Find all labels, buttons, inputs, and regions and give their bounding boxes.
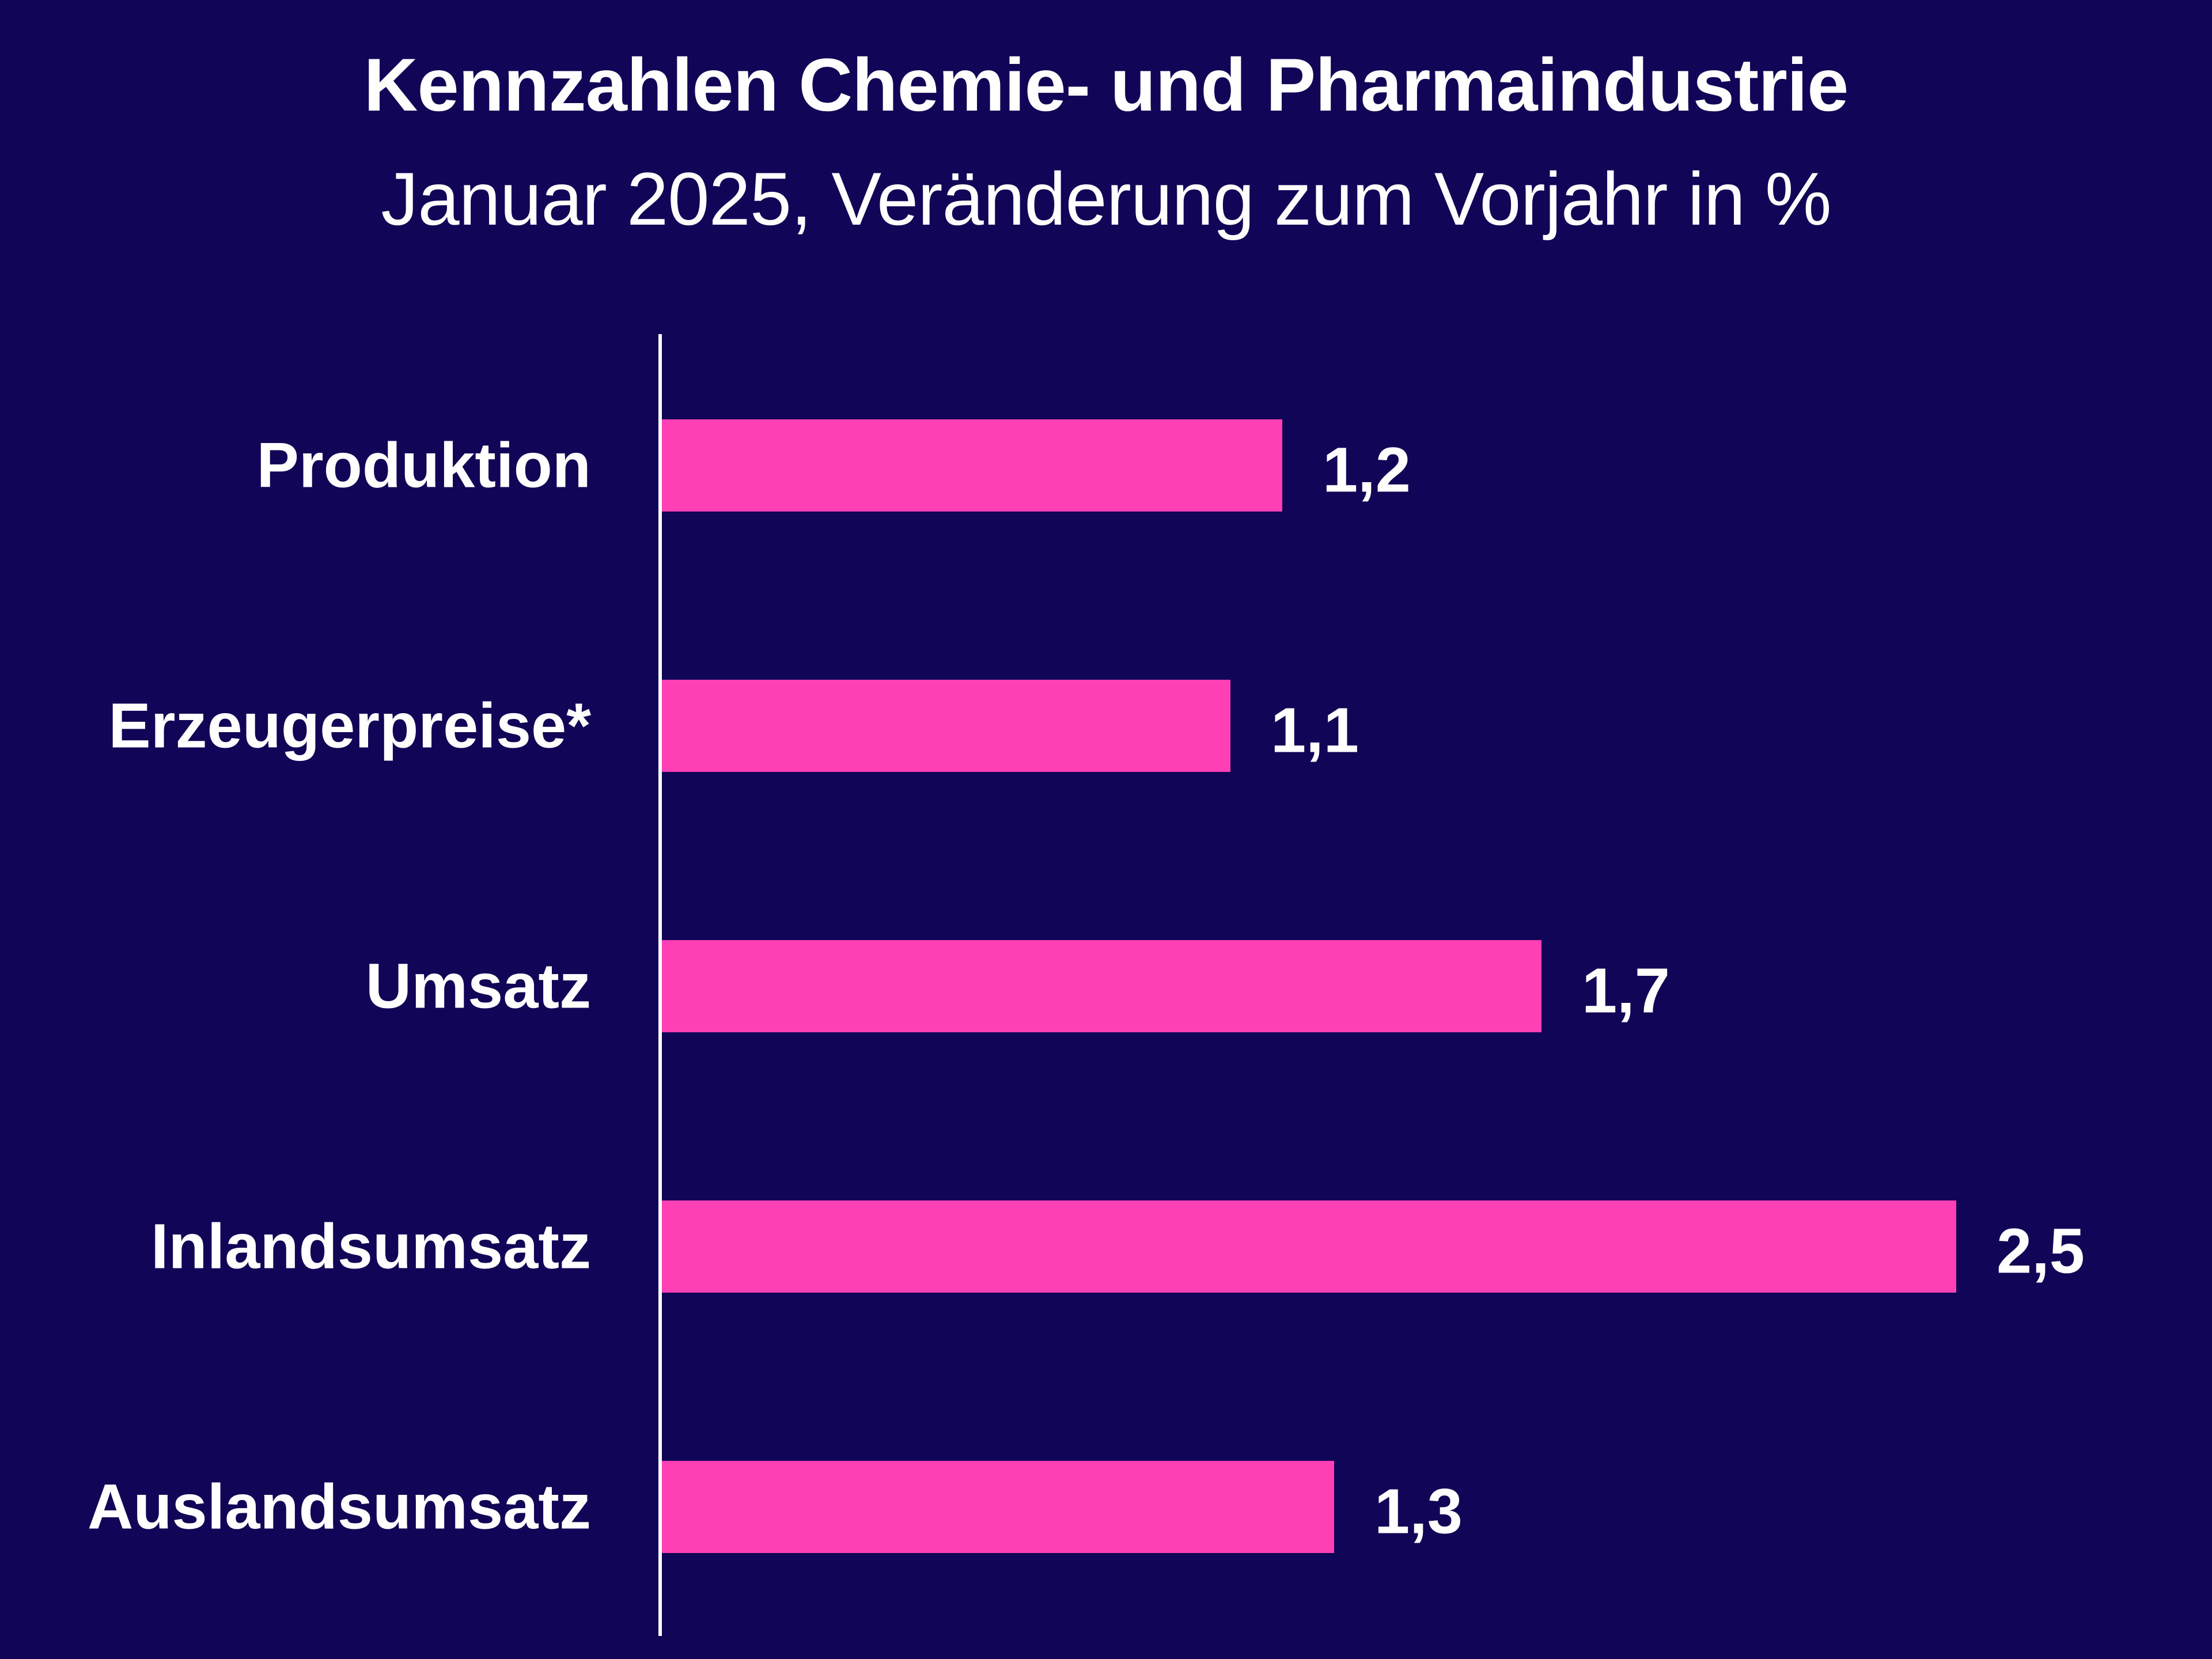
value-label: 1,7 [1582,956,1670,1027]
bar-umsatz [660,940,1541,1032]
bar-inlandsumsatz [660,1200,1956,1293]
value-label: 1,1 [1271,695,1359,766]
category-label: Auslandsumsatz [88,1472,591,1543]
value-labels-group: 1,2 1,1 1,7 2,5 1,3 [1271,435,2085,1547]
value-label: 1,3 [1374,1476,1463,1547]
bar-produktion [660,419,1282,512]
value-label: 1,2 [1323,435,1411,506]
category-labels-group: Produktion Erzeugerpreise* Umsatz Inlandsum… [88,430,591,1543]
value-label: 2,5 [1997,1216,2085,1287]
bar-auslandsumsatz [660,1461,1334,1553]
category-label: Inlandsumsatz [151,1211,591,1282]
chart-title: Kennzahlen Chemie- und Pharmaindustrie [363,43,1849,127]
category-label: Produktion [256,430,591,501]
bars-group [660,419,1956,1553]
chart-subtitle: Januar 2025, Veränderung zum Vorjahr in … [381,157,1831,241]
bar-erzeugerpreise [660,680,1230,772]
category-label: Erzeugerpreise* [108,691,591,762]
category-label: Umsatz [366,951,591,1022]
